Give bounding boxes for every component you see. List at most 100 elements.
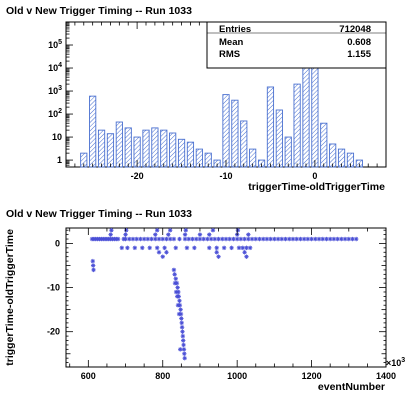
scatter-point [279, 236, 285, 242]
scatter-x-axis-label: eventNumber [318, 381, 385, 393]
scatter-point [316, 236, 322, 242]
scatter-point [90, 258, 95, 264]
scatter-point [335, 236, 340, 242]
scatter-x-tick-label: 1400 [376, 371, 396, 381]
histogram-bar [151, 127, 159, 168]
scatter-point [166, 232, 171, 237]
histogram-x-axis-label: triggerTime-oldTriggerTime [248, 181, 385, 193]
scatter-point [234, 236, 240, 242]
histogram-bar [106, 133, 115, 168]
scatter-point [244, 245, 249, 251]
scatter-point [175, 285, 180, 290]
histogram-bar [186, 141, 195, 168]
scatter-point [309, 236, 314, 242]
scatter-point [216, 254, 221, 259]
histogram-y-tick-label: 105 [48, 39, 62, 50]
scatter-point [127, 236, 132, 242]
scatter-point [91, 267, 96, 273]
histogram-x-tick-label: 0 [312, 171, 317, 181]
scatter-point [130, 236, 136, 242]
scatter-point [172, 280, 178, 286]
histogram-bar [89, 95, 97, 168]
scatter-point [178, 347, 183, 352]
scatter-point [172, 272, 177, 277]
scatter-point [283, 236, 288, 242]
scatter-point [171, 236, 177, 242]
histogram-y-tick-label: 102 [48, 108, 62, 119]
scatter-point [90, 263, 96, 268]
histogram-bar [160, 129, 168, 168]
scatter-point [305, 236, 311, 242]
scatter-point [249, 236, 255, 242]
scatter-point [149, 236, 154, 242]
scatter-point [119, 245, 125, 251]
scatter-point [342, 236, 348, 242]
scatter-point [156, 250, 162, 255]
stats-mean-value: 0.608 [347, 37, 371, 48]
scatter-point [229, 245, 234, 251]
scatter-point [298, 236, 303, 242]
scatter-point [181, 347, 187, 352]
scatter-point [160, 236, 165, 242]
scatter-x-tick-label: 800 [155, 371, 170, 381]
scatter-point [180, 329, 185, 334]
scatter-point [294, 236, 299, 242]
stats-rms-label: RMS [219, 49, 240, 60]
scatter-point [220, 236, 225, 242]
scatter-frame [65, 227, 387, 368]
histogram-bar [97, 129, 106, 168]
scatter-point [268, 236, 273, 242]
scatter-point [231, 236, 236, 242]
scatter-point [190, 236, 195, 242]
scatter-point [162, 245, 167, 251]
scatter-points [89, 228, 359, 361]
scatter-point [242, 250, 247, 255]
stats-rms-value: 1.155 [347, 49, 371, 60]
scatter-point [240, 245, 245, 251]
scatter-x-exponent-base: ×10 [386, 358, 401, 368]
scatter-x-exponent: ×103 [386, 357, 405, 368]
scatter-point [257, 236, 262, 242]
histogram-y-tick-label: 1 [57, 155, 62, 165]
scatter-point [327, 236, 333, 242]
scatter-point [125, 245, 130, 251]
scatter-point [197, 236, 203, 242]
scatter-point [115, 236, 121, 242]
scatter-point [123, 236, 128, 242]
scatter-point [173, 289, 179, 295]
scatter-point [175, 294, 180, 299]
scatter-point [179, 316, 184, 321]
histogram-bar [302, 60, 310, 168]
histogram-bar [222, 94, 230, 168]
scatter-point [253, 236, 258, 242]
histogram-bar [275, 109, 283, 168]
stats-entries-value: 712048 [339, 24, 371, 35]
scatter-point [261, 236, 266, 242]
scatter-point [290, 236, 296, 242]
scatter-point [346, 236, 351, 242]
scatter-point [238, 236, 244, 242]
histogram-y-tick-label: 103 [48, 85, 62, 96]
scatter-point [244, 254, 249, 259]
scatter-x-tick-label: 600 [81, 371, 96, 381]
scatter-point [154, 228, 160, 233]
scatter-point [246, 232, 251, 237]
stats-entries-label: Entries [219, 24, 251, 35]
scatter-point [140, 245, 145, 251]
scatter-point [156, 236, 162, 242]
histogram-bar [231, 99, 239, 168]
scatter-point [123, 232, 128, 237]
scatter-point [350, 236, 355, 242]
scatter-point [236, 245, 242, 251]
scatter-point [210, 228, 216, 233]
scatter-x-ticks: 600 800 1000 1200 1400 [69, 228, 396, 381]
scatter-point [227, 236, 232, 242]
histogram-x-tick-label: -10 [219, 171, 232, 181]
scatter-point [192, 245, 197, 251]
scatter-x-tick-label: 1000 [227, 371, 247, 381]
histogram-title: Old v New Trigger Timing -- Run 1033 [6, 5, 192, 17]
scatter-point [354, 236, 359, 242]
scatter-point [242, 236, 247, 242]
scatter-point [235, 228, 241, 233]
